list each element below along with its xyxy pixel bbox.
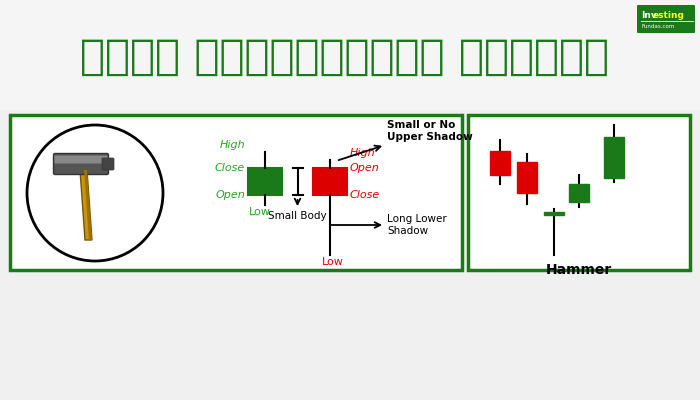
Text: Long Lower
Shadow: Long Lower Shadow bbox=[387, 214, 447, 236]
Text: Small Body: Small Body bbox=[268, 211, 327, 221]
Text: Open: Open bbox=[216, 190, 245, 200]
Text: Fundas.com: Fundas.com bbox=[641, 24, 674, 28]
Bar bbox=[10, 115, 462, 270]
Text: Inv: Inv bbox=[641, 10, 657, 20]
Text: हैमर कैंडलस्टिक पैटर्न: हैमर कैंडलस्टिक पैटर्न bbox=[80, 36, 610, 78]
Bar bbox=[0, 0, 700, 110]
FancyBboxPatch shape bbox=[55, 156, 108, 164]
Bar bbox=[604, 137, 624, 178]
Text: Open: Open bbox=[350, 163, 379, 173]
FancyBboxPatch shape bbox=[102, 158, 114, 170]
Text: High: High bbox=[350, 148, 376, 158]
Text: High: High bbox=[219, 140, 245, 150]
Bar bbox=[248, 168, 282, 195]
Bar bbox=[569, 184, 589, 202]
Bar bbox=[517, 162, 537, 193]
Text: esting: esting bbox=[653, 10, 685, 20]
FancyBboxPatch shape bbox=[637, 5, 695, 33]
Text: Low: Low bbox=[249, 207, 271, 217]
Bar bbox=[313, 168, 347, 195]
Bar bbox=[490, 151, 510, 174]
Bar bbox=[468, 115, 690, 270]
Polygon shape bbox=[80, 170, 92, 240]
Polygon shape bbox=[84, 170, 92, 240]
Text: Low: Low bbox=[322, 257, 344, 267]
Text: Close: Close bbox=[215, 163, 245, 173]
Text: Close: Close bbox=[350, 190, 380, 200]
FancyBboxPatch shape bbox=[53, 154, 108, 174]
Text: Hammer: Hammer bbox=[546, 263, 612, 277]
Bar bbox=[544, 212, 564, 215]
Text: Small or No
Upper Shadow: Small or No Upper Shadow bbox=[387, 120, 472, 142]
